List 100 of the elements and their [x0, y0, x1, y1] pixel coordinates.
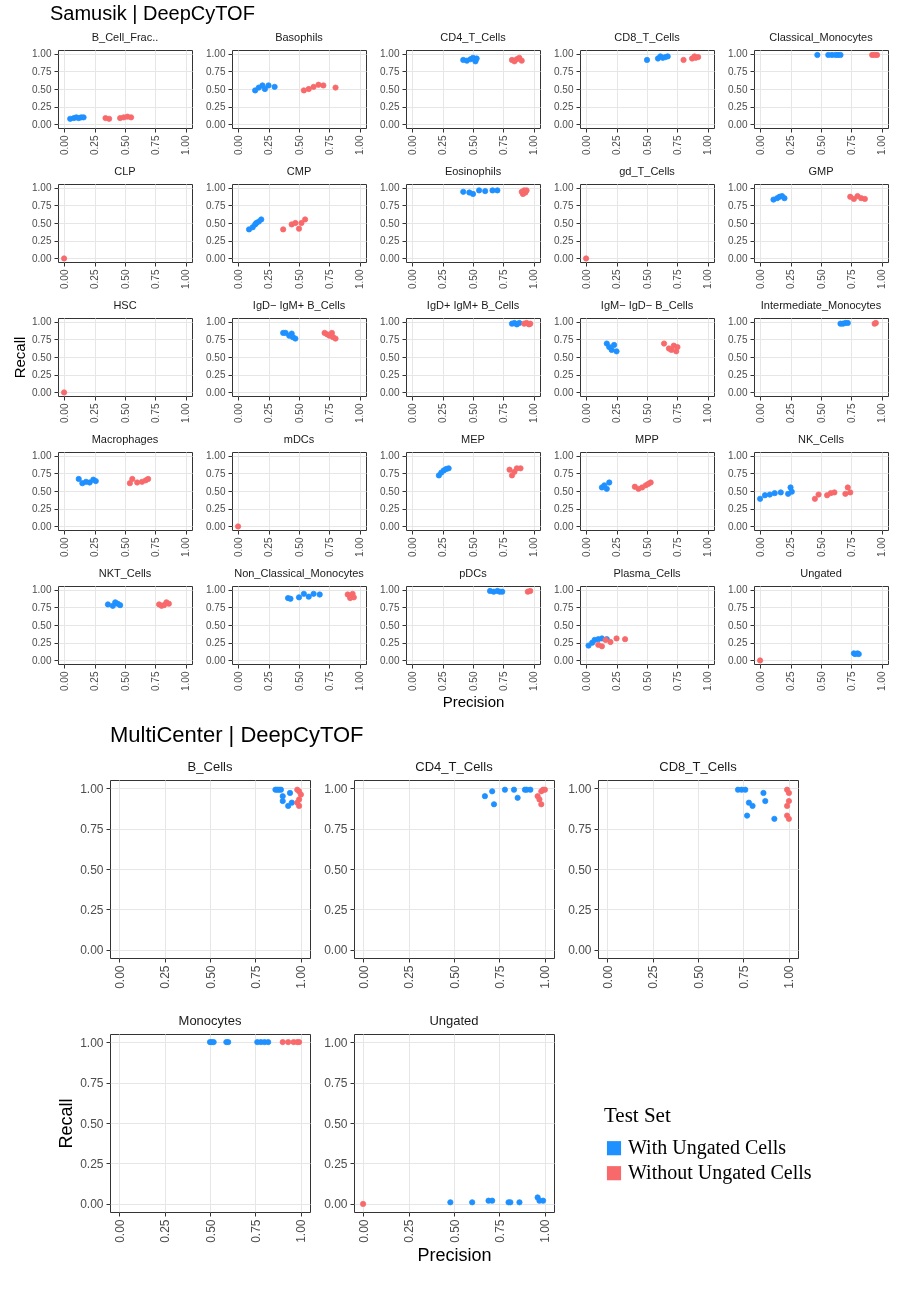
- y-tick-label: 0.25: [32, 235, 52, 247]
- x-tick-label: 1.00: [180, 537, 192, 557]
- y-tick-label: 1.00: [554, 316, 574, 328]
- x-tick-label: 0.75: [149, 671, 161, 691]
- point: [508, 472, 516, 479]
- x-tick-label: 0.75: [671, 403, 683, 423]
- chart-title: GMP: [808, 164, 834, 177]
- chart-title: IgM− IgD− B_Cells: [600, 298, 694, 311]
- x-tick-label: 0.75: [671, 135, 683, 155]
- y-tick-label: 0.50: [728, 485, 748, 497]
- y-tick-label: 0.50: [728, 351, 748, 363]
- y-tick-label: 1.00: [206, 316, 226, 328]
- y-tick-label: 0.00: [728, 252, 748, 264]
- x-tick-label: 0.25: [263, 671, 275, 691]
- y-tick-label: 0.75: [728, 467, 748, 479]
- x-tick-label: 0.50: [467, 269, 479, 289]
- chart-title: Classical_Monocytes: [769, 30, 874, 43]
- point: [760, 789, 767, 796]
- x-tick-label: 0.25: [785, 537, 797, 557]
- x-tick-label: 0.25: [611, 403, 623, 423]
- y-tick-label: 0.50: [32, 351, 52, 363]
- y-tick-label: 0.25: [728, 235, 748, 247]
- x-axis-title: Precision: [442, 692, 505, 710]
- x-tick-label: 1.00: [702, 135, 714, 155]
- x-tick-label: 0.75: [248, 1219, 263, 1243]
- point: [613, 348, 620, 355]
- y-tick-label: 1.00: [80, 1035, 104, 1050]
- chart-title: Macrophages: [91, 432, 159, 445]
- y-tick-label: 0.50: [32, 217, 52, 229]
- x-tick-label: 0.00: [112, 965, 127, 989]
- x-tick-label: 1.00: [354, 403, 366, 423]
- x-tick-label: 0.75: [149, 269, 161, 289]
- y-tick-label: 0.50: [32, 485, 52, 497]
- y-tick-label: 0.00: [32, 520, 52, 532]
- x-tick-label: 0.00: [232, 135, 244, 155]
- x-tick-label: 0.50: [641, 269, 653, 289]
- y-tick-label: 1.00: [728, 584, 748, 596]
- x-tick-label: 1.00: [702, 269, 714, 289]
- point: [749, 802, 756, 809]
- point: [811, 495, 818, 502]
- y-tick-label: 0.25: [80, 902, 104, 917]
- chart-title: B_Cell_Frac..: [91, 30, 159, 43]
- point: [292, 219, 299, 227]
- point: [777, 489, 784, 496]
- x-tick-label: 0.25: [437, 537, 449, 557]
- x-tick-label: 0.75: [149, 537, 161, 557]
- y-tick-label: 0.50: [32, 83, 52, 95]
- x-tick-label: 0.50: [815, 135, 827, 155]
- y-tick-label: 0.75: [206, 199, 226, 211]
- x-tick-label: 0.25: [263, 537, 275, 557]
- point: [279, 793, 286, 800]
- text: MultiCenter | DeepCyTOF: [110, 722, 364, 748]
- x-tick-label: 0.00: [58, 403, 70, 423]
- chart-title: Basophils: [275, 30, 324, 43]
- y-tick-label: 0.50: [554, 485, 574, 497]
- y-tick-label: 0.25: [554, 369, 574, 381]
- y-tick-label: 0.75: [206, 467, 226, 479]
- point: [815, 491, 822, 498]
- chart-title: CD4_T_Cells: [415, 759, 494, 774]
- chart-title: CD8_T_Cells: [659, 759, 738, 774]
- x-tick-label: 0.25: [785, 671, 797, 691]
- point: [469, 1199, 476, 1206]
- y-tick-label: 0.00: [324, 1197, 348, 1212]
- y-tick-label: 0.00: [32, 252, 52, 264]
- chart-title: Intermediate_Monocytes: [760, 298, 882, 311]
- point: [844, 484, 851, 491]
- y-tick-label: 0.50: [380, 619, 400, 631]
- y-tick-label: 0.50: [324, 862, 348, 877]
- x-tick-label: 0.00: [754, 135, 766, 155]
- x-tick-label: 1.00: [180, 403, 192, 423]
- chart-title: CD4_T_Cells: [440, 30, 507, 43]
- chart-title: B_Cells: [187, 759, 233, 774]
- y-tick-label: 1.00: [380, 450, 400, 462]
- y-tick-label: 0.50: [568, 862, 592, 877]
- x-tick-label: 1.00: [876, 269, 888, 289]
- y-tick-label: 0.25: [554, 101, 574, 113]
- x-tick-label: 0.25: [785, 269, 797, 289]
- point: [506, 466, 513, 473]
- x-tick-label: 0.75: [497, 537, 509, 557]
- y-tick-label: 0.25: [728, 369, 748, 381]
- point: [285, 802, 292, 809]
- x-axis-title: Precision: [417, 1244, 492, 1265]
- y-tick-label: 1.00: [206, 48, 226, 60]
- y-tick-label: 0.50: [324, 1116, 348, 1131]
- y-tick-label: 0.50: [206, 83, 226, 95]
- point: [286, 789, 294, 796]
- y-tick-label: 0.75: [728, 65, 748, 77]
- x-tick-label: 1.00: [876, 135, 888, 155]
- y-tick-label: 1.00: [728, 48, 748, 60]
- y-tick-label: 1.00: [80, 781, 104, 796]
- y-tick-label: 0.75: [80, 1076, 104, 1091]
- y-tick-label: 0.00: [380, 252, 400, 264]
- y-tick-label: 0.75: [32, 199, 52, 211]
- x-tick-label: 0.50: [293, 135, 305, 155]
- x-tick-label: 1.00: [702, 671, 714, 691]
- chart-title: Ungated: [800, 566, 842, 579]
- x-tick-label: 0.75: [845, 671, 857, 691]
- y-tick-label: 0.00: [380, 118, 400, 130]
- y-tick-label: 0.00: [728, 520, 748, 532]
- x-tick-label: 0.50: [641, 135, 653, 155]
